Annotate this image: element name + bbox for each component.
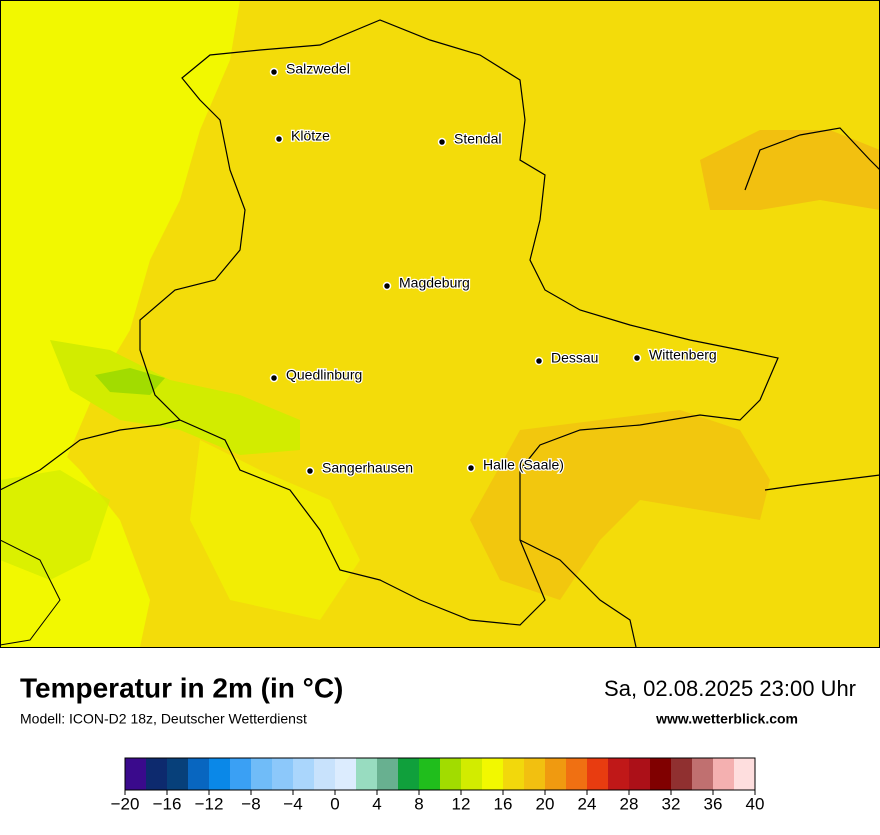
city-dot xyxy=(466,463,476,473)
state-border xyxy=(764,474,880,491)
color-segment xyxy=(356,758,378,790)
state-border xyxy=(139,19,779,626)
city-dot xyxy=(274,134,284,144)
color-segment xyxy=(293,758,315,790)
state-border xyxy=(519,539,637,648)
color-segment xyxy=(734,758,756,790)
map xyxy=(0,0,880,648)
city-label: Quedlinburg xyxy=(286,367,362,383)
tick-label: 28 xyxy=(620,794,639,813)
tick-label: 0 xyxy=(330,794,339,813)
tick-label: 32 xyxy=(662,794,681,813)
tick-label: 8 xyxy=(414,794,423,813)
datetime: Sa, 02.08.2025 23:00 Uhr xyxy=(604,676,856,701)
tick-label: 4 xyxy=(372,794,381,813)
color-segment xyxy=(146,758,168,790)
tick-label: −4 xyxy=(283,794,302,813)
color-segment xyxy=(440,758,462,790)
tick-label: −16 xyxy=(153,794,182,813)
tick-label: 12 xyxy=(452,794,471,813)
color-segment xyxy=(314,758,336,790)
color-segment xyxy=(713,758,735,790)
color-segment xyxy=(125,758,147,790)
map-region xyxy=(50,340,300,455)
city-dot xyxy=(382,281,392,291)
color-segment xyxy=(671,758,693,790)
city-label: Salzwedel xyxy=(286,61,350,77)
color-segment xyxy=(188,758,210,790)
color-segment xyxy=(167,758,189,790)
color-segment xyxy=(587,758,609,790)
tick-label: 36 xyxy=(704,794,723,813)
color-segment xyxy=(251,758,273,790)
tick-label: 40 xyxy=(746,794,765,813)
city-label: Dessau xyxy=(551,350,598,366)
color-segment xyxy=(629,758,651,790)
city-dot xyxy=(305,466,315,476)
color-segment xyxy=(650,758,672,790)
color-segment xyxy=(461,758,483,790)
city-dot xyxy=(269,67,279,77)
city-label: Halle (Saale) xyxy=(483,457,564,473)
tick-label: −8 xyxy=(241,794,260,813)
color-segment xyxy=(209,758,231,790)
color-segment xyxy=(545,758,567,790)
tick-label: 24 xyxy=(578,794,597,813)
color-segment xyxy=(419,758,441,790)
tick-label: 20 xyxy=(536,794,555,813)
city-label: Sangerhausen xyxy=(322,460,413,476)
subtitle: Modell: ICON-D2 18z, Deutscher Wetterdie… xyxy=(20,711,307,727)
city-label: Klötze xyxy=(291,128,330,144)
state-border xyxy=(0,419,181,491)
map-region xyxy=(190,440,360,620)
map-region xyxy=(95,368,165,395)
tick-label: 16 xyxy=(494,794,513,813)
website: www.wetterblick.com xyxy=(655,711,798,727)
state-border xyxy=(0,539,61,646)
color-segment xyxy=(272,758,294,790)
city-dot xyxy=(534,356,544,366)
title: Temperatur in 2m (in °C) xyxy=(20,672,343,703)
city-label: Wittenberg xyxy=(649,347,717,363)
color-segment xyxy=(398,758,420,790)
color-segment xyxy=(692,758,714,790)
city-dot xyxy=(269,373,279,383)
color-segment xyxy=(230,758,252,790)
map-region xyxy=(0,470,110,580)
city-dot xyxy=(437,137,447,147)
color-segment xyxy=(608,758,630,790)
city-label: Stendal xyxy=(454,131,501,147)
map-region xyxy=(0,0,240,647)
city-dot xyxy=(632,353,642,363)
color-segment xyxy=(503,758,525,790)
tick-label: −12 xyxy=(195,794,224,813)
colorbar-frame xyxy=(124,757,756,791)
color-segment xyxy=(482,758,504,790)
tick-label: −20 xyxy=(111,794,140,813)
color-segment xyxy=(524,758,546,790)
color-segment xyxy=(335,758,357,790)
city-label: Magdeburg xyxy=(399,275,470,291)
color-segment xyxy=(566,758,588,790)
country-border xyxy=(744,127,880,191)
color-segment xyxy=(377,758,399,790)
